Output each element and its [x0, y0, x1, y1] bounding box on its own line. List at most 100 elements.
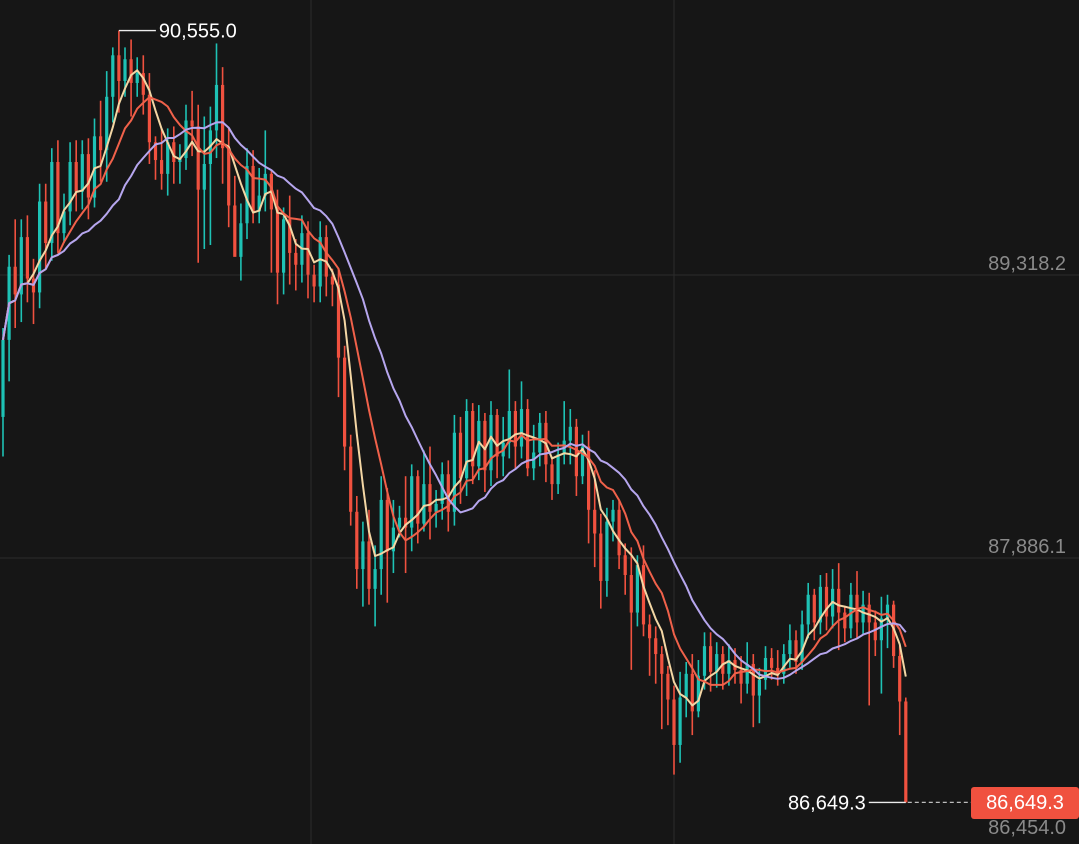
- candle-body: [556, 454, 560, 485]
- candle-body: [709, 646, 713, 672]
- candle-body: [593, 509, 597, 534]
- candle-body: [1, 339, 5, 417]
- candle-body: [727, 659, 731, 674]
- candle-body: [739, 669, 743, 684]
- candle-body: [25, 237, 29, 279]
- ma-line-5: [2, 69, 907, 707]
- candle-body: [263, 173, 267, 196]
- candle-body: [690, 673, 694, 712]
- candle-body: [318, 237, 322, 287]
- candle-body: [452, 432, 456, 512]
- candle-body: [92, 136, 97, 198]
- candle-body: [623, 555, 627, 576]
- moving-averages-layer: [2, 69, 907, 707]
- y-axis-ticks: 89,318.2 87,886.1 86,454.0: [988, 253, 1066, 839]
- last-price-tag: 86,649.3: [971, 787, 1079, 819]
- candle-body: [294, 252, 298, 265]
- candle-body: [776, 667, 780, 674]
- candle-body: [245, 165, 249, 224]
- candle-body: [660, 654, 664, 674]
- candle-body: [837, 588, 841, 613]
- candle-body: [190, 120, 194, 127]
- candle-body: [611, 509, 615, 522]
- candle-body: [391, 527, 395, 552]
- candle-body: [422, 484, 426, 524]
- candle-body: [580, 446, 585, 477]
- candle-body: [404, 517, 408, 528]
- candle-body: [349, 446, 353, 512]
- candle-body: [214, 84, 219, 131]
- candle-body: [757, 679, 761, 696]
- candle-body: [227, 148, 231, 206]
- candle-body: [105, 96, 109, 151]
- candle-body: [904, 701, 908, 803]
- candle-body: [635, 565, 639, 613]
- y-tick-label: 89,318.2: [988, 253, 1066, 275]
- candle-body: [56, 162, 60, 234]
- candle-body: [806, 594, 810, 625]
- candle-body: [50, 162, 54, 244]
- candle-body: [44, 201, 48, 244]
- candle-body: [117, 55, 121, 81]
- candle-body: [239, 223, 243, 257]
- candle-body: [824, 586, 829, 617]
- candle-body: [251, 165, 255, 212]
- candle-body: [898, 656, 902, 702]
- candle-body: [794, 640, 798, 662]
- candle-body: [763, 658, 768, 680]
- candle-body: [568, 426, 572, 441]
- candle-body: [233, 205, 237, 257]
- candle-body: [483, 420, 487, 471]
- candle-body: [306, 233, 310, 275]
- candles-layer: [1, 30, 908, 803]
- candle-body: [465, 410, 469, 479]
- y-tick-label: 86,454.0: [988, 817, 1066, 839]
- candle-body: [471, 410, 475, 467]
- candle-body: [355, 511, 359, 570]
- candle-body: [166, 142, 170, 174]
- candle-body: [275, 209, 280, 273]
- candle-body: [428, 484, 432, 512]
- candle-body: [160, 160, 164, 174]
- candle-body: [324, 237, 328, 277]
- candle-body: [715, 654, 719, 672]
- candle-body: [587, 446, 591, 510]
- candle-body: [702, 646, 707, 676]
- candle-body: [788, 640, 792, 655]
- candle-body: [135, 73, 139, 83]
- candle-body: [617, 509, 621, 556]
- candle-body: [99, 136, 103, 151]
- candle-body: [672, 699, 676, 745]
- price-markers: 90,555.0 86,649.3: [118, 21, 971, 814]
- candle-body: [367, 541, 371, 589]
- candle-body: [519, 409, 524, 447]
- candle-body: [648, 624, 652, 639]
- candle-body: [489, 414, 493, 471]
- candle-body: [336, 284, 341, 358]
- candle-body: [843, 612, 847, 629]
- candle-body: [141, 73, 145, 95]
- candle-body: [526, 409, 530, 469]
- candle-body: [147, 94, 151, 143]
- candle-body: [538, 422, 542, 453]
- candle-body: [361, 541, 365, 570]
- candle-body: [282, 219, 286, 273]
- candle-body: [38, 201, 42, 293]
- candle-body: [770, 658, 774, 668]
- candle-body: [812, 594, 816, 623]
- candle-body: [684, 673, 688, 698]
- candle-body: [13, 266, 17, 295]
- candle-body: [654, 638, 658, 655]
- y-tick-label: 87,886.1: [988, 536, 1066, 558]
- candle-body: [129, 59, 133, 83]
- ma-line-10: [2, 96, 907, 686]
- candle-body: [641, 565, 646, 625]
- candle-body: [416, 476, 420, 524]
- candle-body: [434, 503, 438, 512]
- candle-body: [410, 476, 414, 528]
- candle-body: [818, 586, 822, 623]
- candle-body: [885, 604, 890, 619]
- candle-body: [330, 276, 334, 285]
- candle-body: [550, 464, 554, 485]
- low-price-label: 86,649.3: [788, 792, 866, 814]
